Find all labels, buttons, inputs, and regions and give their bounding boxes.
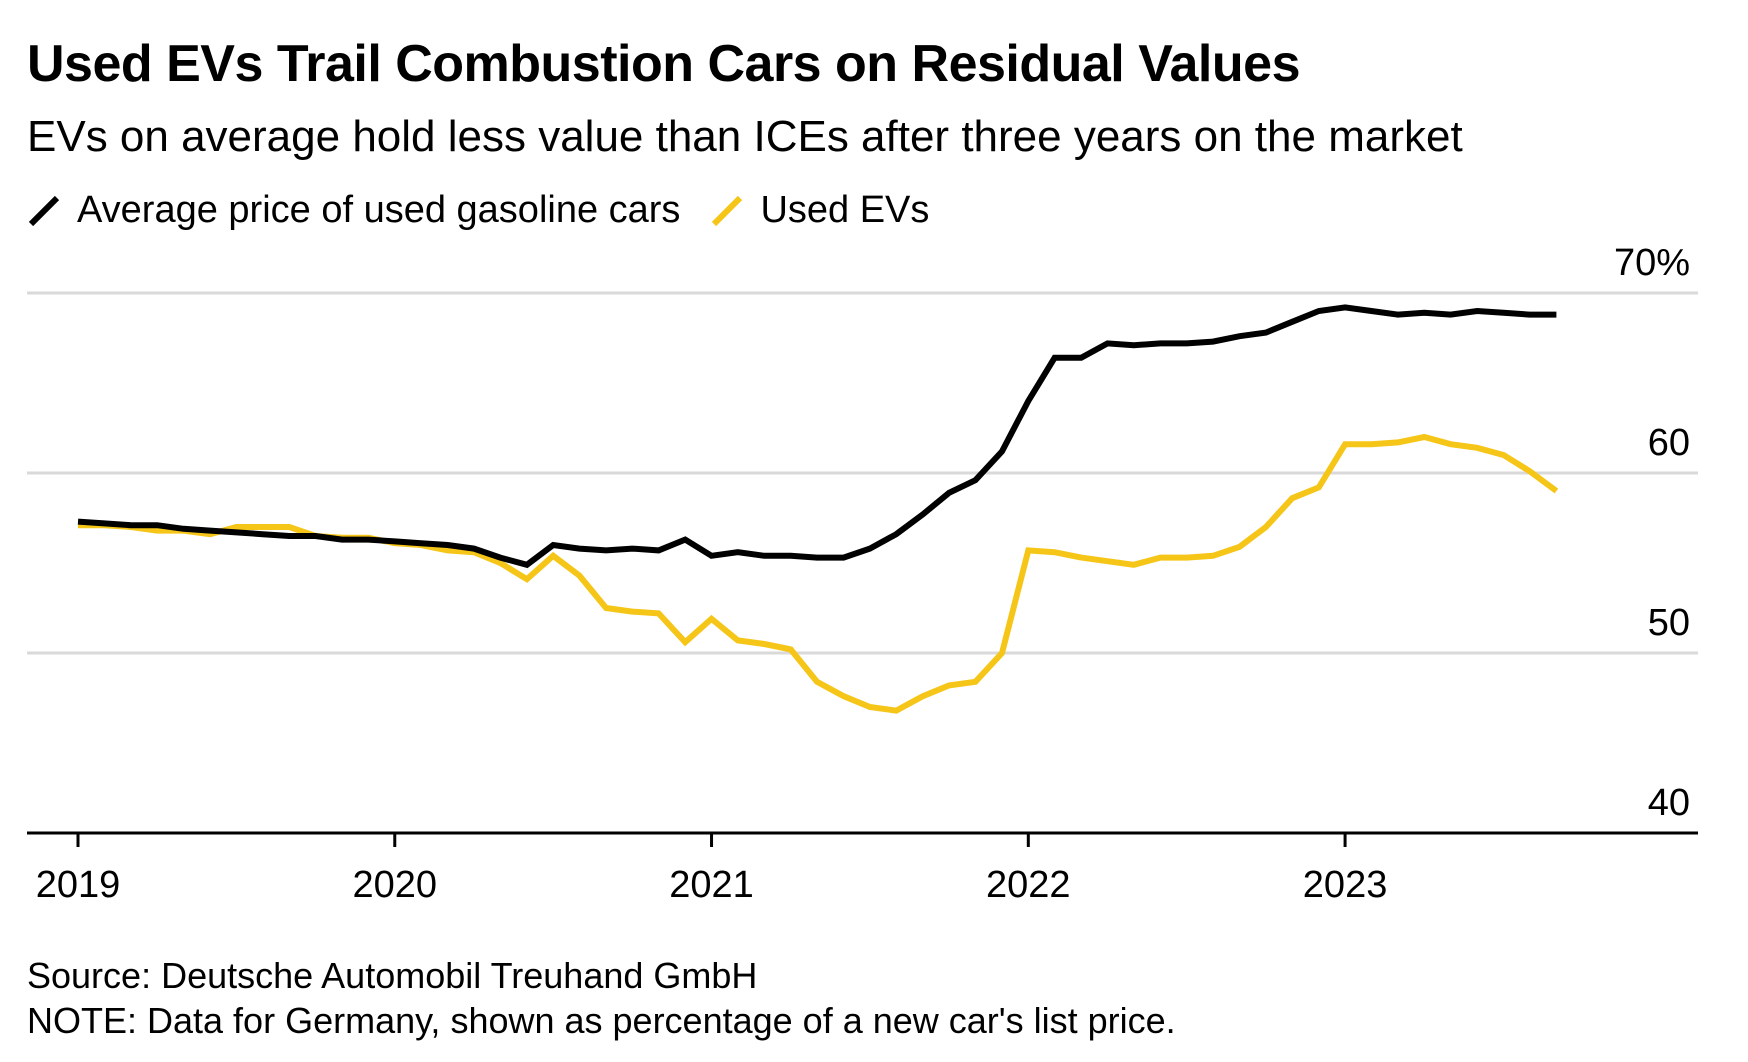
source-text: Source: Deutsche Automobil Treuhand GmbH bbox=[27, 955, 758, 996]
x-tick-label: 2019 bbox=[36, 864, 121, 906]
chart-subtitle: EVs on average hold less value than ICEs… bbox=[27, 112, 1463, 161]
note-text: NOTE: Data for Germany, shown as percent… bbox=[27, 1000, 1176, 1041]
legend-item-ev: Used EVs bbox=[710, 189, 929, 232]
legend-item-gasoline: Average price of used gasoline cars bbox=[27, 189, 680, 232]
plot-area: 70% 60 50 40 2019 2020 2021 2022 2023 bbox=[27, 242, 1698, 906]
x-tick-label: 2023 bbox=[1303, 864, 1388, 906]
chart-title: Used EVs Trail Combustion Cars on Residu… bbox=[27, 35, 1301, 93]
legend-label-gasoline: Average price of used gasoline cars bbox=[77, 188, 681, 231]
y-tick-label: 70% bbox=[1614, 242, 1690, 284]
x-tick-label: 2020 bbox=[352, 864, 437, 906]
x-tick-label: 2021 bbox=[669, 864, 754, 906]
legend: Average price of used gasoline cars Used… bbox=[27, 186, 959, 234]
y-tick-label: 50 bbox=[1648, 602, 1690, 644]
legend-swatch-gasoline bbox=[28, 195, 60, 227]
series-line-gasoline bbox=[77, 304, 1557, 569]
legend-swatch-ev bbox=[712, 195, 743, 227]
y-tick-label: 60 bbox=[1648, 422, 1690, 464]
y-tick-label: 40 bbox=[1648, 782, 1690, 824]
series-line-ev bbox=[78, 433, 1559, 714]
legend-label-ev: Used EVs bbox=[760, 188, 930, 231]
x-tick-label: 2022 bbox=[986, 864, 1071, 906]
